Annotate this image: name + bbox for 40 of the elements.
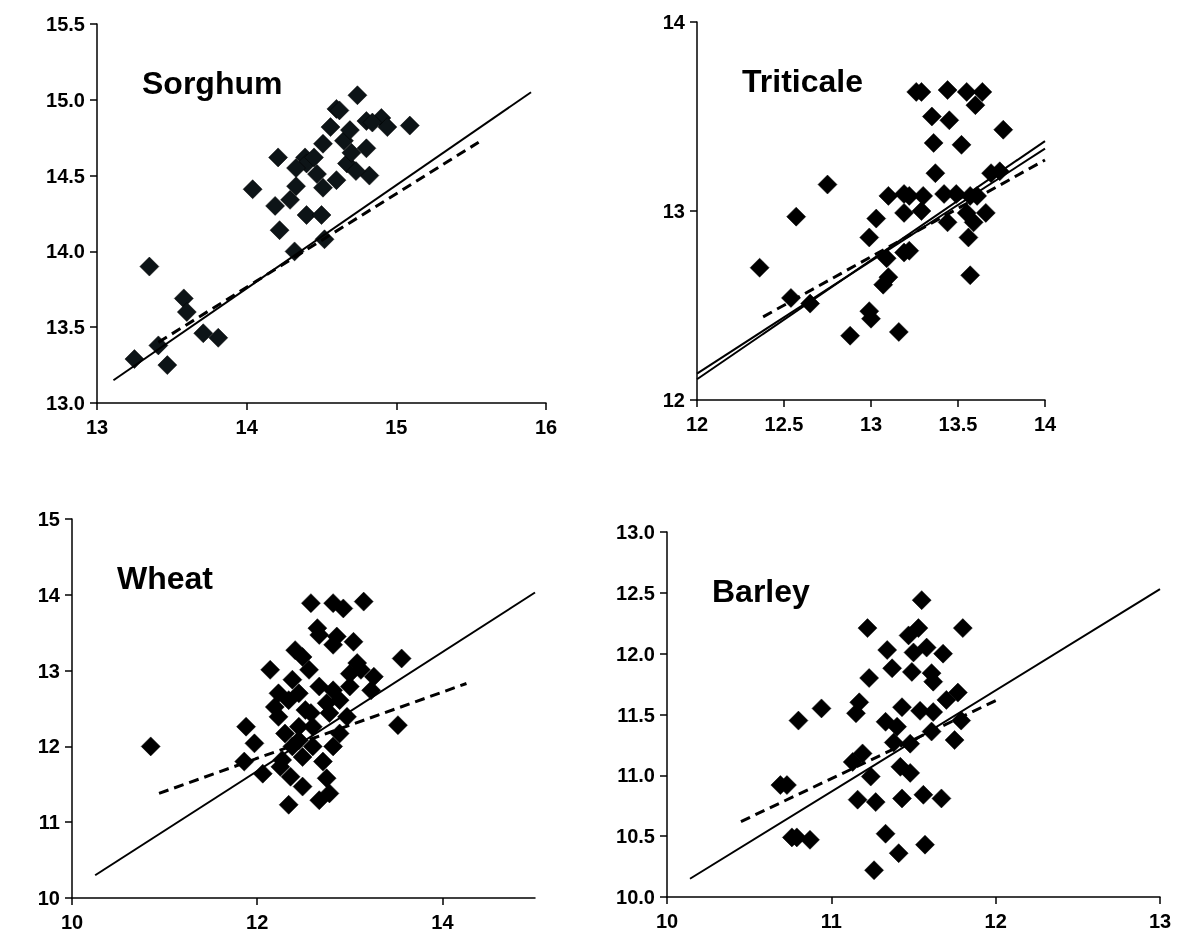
y-tick-label: 15 xyxy=(37,508,60,530)
y-tick-label: 13 xyxy=(37,659,60,682)
y-tick-label: 10.0 xyxy=(616,886,655,908)
y-tick-label: 13.0 xyxy=(46,392,85,414)
y-tick-label: 10 xyxy=(37,887,60,909)
x-tick-label: 14 xyxy=(1033,413,1057,435)
x-tick-label: 12 xyxy=(246,911,269,933)
text: Sorghum xyxy=(142,65,283,101)
y-tick-label: 11.0 xyxy=(617,764,655,787)
y-tick-label: 15.0 xyxy=(46,88,85,111)
y-tick-label: 14.0 xyxy=(46,240,85,263)
x-tick-label: 15 xyxy=(385,416,408,438)
text: Barley xyxy=(712,573,811,609)
x-tick-label: 16 xyxy=(534,416,558,438)
y-tick-label: 12 xyxy=(37,735,60,758)
x-tick-label: 14 xyxy=(235,416,259,438)
x-tick-label: 13.5 xyxy=(938,413,978,435)
x-tick-label: 12.5 xyxy=(764,413,804,435)
x-tick-label: 13 xyxy=(85,416,109,438)
x-tick-label: 12 xyxy=(984,910,1007,932)
y-tick-label: 12.5 xyxy=(616,581,655,604)
text: Triticale xyxy=(742,63,863,99)
y-tick-label: 14.5 xyxy=(46,164,85,187)
y-tick-label: 14 xyxy=(662,11,686,33)
y-tick-label: 12.0 xyxy=(616,642,655,665)
x-tick-label: 14 xyxy=(431,911,455,933)
y-tick-label: 13.0 xyxy=(616,521,655,543)
x-tick-label: 12 xyxy=(685,413,709,435)
text: Wheat xyxy=(117,560,214,596)
y-tick-label: 10.5 xyxy=(616,825,655,848)
y-tick-label: 12 xyxy=(662,389,685,411)
y-tick-label: 13.5 xyxy=(46,316,85,339)
x-tick-label: 13 xyxy=(1148,910,1172,932)
y-tick-label: 11 xyxy=(38,811,60,834)
x-tick-label: 13 xyxy=(859,413,883,435)
y-tick-label: 11.5 xyxy=(617,703,655,726)
y-tick-label: 13 xyxy=(662,200,685,222)
x-tick-label: 11 xyxy=(820,910,842,932)
y-tick-label: 15.5 xyxy=(46,13,85,35)
y-tick-label: 14 xyxy=(37,583,61,606)
